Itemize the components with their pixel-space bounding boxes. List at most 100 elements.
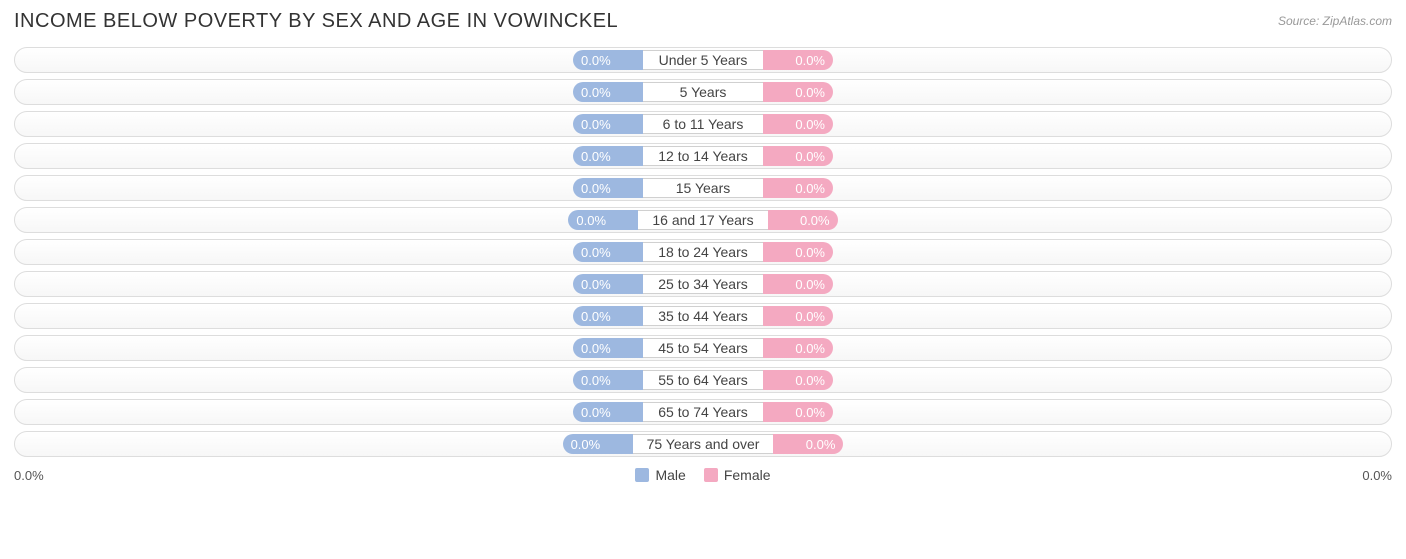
male-bar: 0.0% — [573, 338, 643, 358]
category-label: Under 5 Years — [643, 50, 763, 70]
female-bar: 0.0% — [763, 178, 833, 198]
row-center-block: 0.0% 5 Years 0.0% — [573, 82, 833, 102]
male-bar: 0.0% — [573, 114, 643, 134]
male-value-label: 0.0% — [581, 117, 611, 132]
category-label: 55 to 64 Years — [643, 370, 763, 390]
category-label: 35 to 44 Years — [643, 306, 763, 326]
legend-swatch — [635, 468, 649, 482]
male-bar: 0.0% — [573, 274, 643, 294]
row-center-block: 0.0% 55 to 64 Years 0.0% — [573, 370, 833, 390]
female-bar: 0.0% — [763, 242, 833, 262]
category-label: 25 to 34 Years — [643, 274, 763, 294]
source-attribution: Source: ZipAtlas.com — [1278, 14, 1392, 28]
chart-row-track: 0.0%35 to 44 Years0.0% — [14, 303, 1392, 329]
row-center-block: 0.0%35 to 44 Years0.0% — [573, 306, 833, 326]
chart-row-track: 0.0% 6 to 11 Years 0.0% — [14, 111, 1392, 137]
chart-row: 0.0%12 to 14 Years0.0% — [14, 143, 1392, 169]
female-value-label: 0.0% — [795, 149, 825, 164]
chart-row: 0.0%35 to 44 Years0.0% — [14, 303, 1392, 329]
female-bar: 0.0% — [773, 434, 843, 454]
male-value-label: 0.0% — [581, 181, 611, 196]
female-value-label: 0.0% — [795, 85, 825, 100]
female-value-label: 0.0% — [795, 277, 825, 292]
row-center-block: 0.0% Under 5 Years 0.0% — [573, 50, 833, 70]
male-bar: 0.0% — [573, 370, 643, 390]
chart-row-track: 0.0%18 to 24 Years0.0% — [14, 239, 1392, 265]
female-value-label: 0.0% — [795, 341, 825, 356]
pyramid-chart: 0.0%Under 5 Years0.0%0.0%5 Years0.0%0.0%… — [14, 47, 1392, 457]
chart-row: 0.0% 75 Years and over 0.0% — [14, 431, 1392, 457]
female-bar: 0.0% — [763, 274, 833, 294]
row-center-block: 0.0%45 to 54 Years0.0% — [573, 338, 833, 358]
category-label: 18 to 24 Years — [643, 242, 763, 262]
female-bar: 0.0% — [768, 210, 838, 230]
chart-row: 0.0%15 Years0.0% — [14, 175, 1392, 201]
chart-row: 0.0% 6 to 11 Years 0.0% — [14, 111, 1392, 137]
female-bar: 0.0% — [763, 82, 833, 102]
category-label: 5 Years — [643, 82, 763, 102]
chart-row-track: 0.0%65 to 74 Years0.0% — [14, 399, 1392, 425]
male-bar: 0.0% — [573, 146, 643, 166]
legend-item: Male — [635, 467, 685, 483]
male-bar: 0.0% — [573, 402, 643, 422]
male-bar: 0.0% — [563, 434, 633, 454]
female-bar: 0.0% — [763, 114, 833, 134]
row-center-block: 0.0% 25 to 34 Years 0.0% — [573, 274, 833, 294]
axis-label-left: 0.0% — [14, 468, 44, 483]
male-value-label: 0.0% — [581, 277, 611, 292]
chart-row: 0.0%65 to 74 Years0.0% — [14, 399, 1392, 425]
chart-row-track: 0.0%15 Years0.0% — [14, 175, 1392, 201]
male-value-label: 0.0% — [581, 341, 611, 356]
legend-swatch — [704, 468, 718, 482]
category-label: 15 Years — [643, 178, 763, 198]
category-label: 6 to 11 Years — [643, 114, 763, 134]
female-bar: 0.0% — [763, 306, 833, 326]
female-value-label: 0.0% — [806, 437, 836, 452]
chart-footer: 0.0% MaleFemale 0.0% — [14, 463, 1392, 487]
male-bar: 0.0% — [573, 306, 643, 326]
female-value-label: 0.0% — [795, 373, 825, 388]
category-label: 12 to 14 Years — [643, 146, 763, 166]
row-center-block: 0.0%15 Years0.0% — [573, 178, 833, 198]
chart-row: 0.0% Under 5 Years 0.0% — [14, 47, 1392, 73]
chart-row: 0.0%16 and 17 Years0.0% — [14, 207, 1392, 233]
legend-label: Male — [655, 467, 685, 483]
chart-title: INCOME BELOW POVERTY BY SEX AND AGE IN V… — [14, 10, 618, 33]
female-value-label: 0.0% — [800, 213, 830, 228]
legend-item: Female — [704, 467, 771, 483]
male-bar: 0.0% — [573, 242, 643, 262]
chart-row-track: 0.0%45 to 54 Years0.0% — [14, 335, 1392, 361]
female-bar: 0.0% — [763, 146, 833, 166]
male-value-label: 0.0% — [581, 53, 611, 68]
female-value-label: 0.0% — [795, 405, 825, 420]
legend: Male Female — [635, 467, 770, 483]
male-value-label: 0.0% — [571, 437, 601, 452]
legend-label: Female — [724, 467, 771, 483]
female-value-label: 0.0% — [795, 117, 825, 132]
male-bar: 0.0% — [573, 50, 643, 70]
male-value-label: 0.0% — [581, 309, 611, 324]
chart-row: 0.0% 5 Years 0.0% — [14, 79, 1392, 105]
female-bar: 0.0% — [763, 50, 833, 70]
category-label: 65 to 74 Years — [643, 402, 763, 422]
chart-row-track: 0.0% 55 to 64 Years 0.0% — [14, 367, 1392, 393]
chart-row-track: 0.0%12 to 14 Years0.0% — [14, 143, 1392, 169]
male-value-label: 0.0% — [581, 85, 611, 100]
chart-row: 0.0% 55 to 64 Years 0.0% — [14, 367, 1392, 393]
row-center-block: 0.0%12 to 14 Years0.0% — [573, 146, 833, 166]
male-bar: 0.0% — [573, 178, 643, 198]
row-center-block: 0.0%16 and 17 Years0.0% — [568, 210, 837, 230]
female-value-label: 0.0% — [795, 53, 825, 68]
chart-row-track: 0.0% Under 5 Years 0.0% — [14, 47, 1392, 73]
row-center-block: 0.0% 6 to 11 Years 0.0% — [573, 114, 833, 134]
chart-row: 0.0% 25 to 34 Years 0.0% — [14, 271, 1392, 297]
chart-row-track: 0.0% 75 Years and over 0.0% — [14, 431, 1392, 457]
row-center-block: 0.0% 75 Years and over 0.0% — [563, 434, 844, 454]
row-center-block: 0.0%65 to 74 Years0.0% — [573, 402, 833, 422]
chart-row-track: 0.0% 25 to 34 Years 0.0% — [14, 271, 1392, 297]
male-value-label: 0.0% — [581, 245, 611, 260]
male-value-label: 0.0% — [576, 213, 606, 228]
category-label: 75 Years and over — [633, 434, 774, 454]
male-value-label: 0.0% — [581, 373, 611, 388]
female-bar: 0.0% — [763, 338, 833, 358]
